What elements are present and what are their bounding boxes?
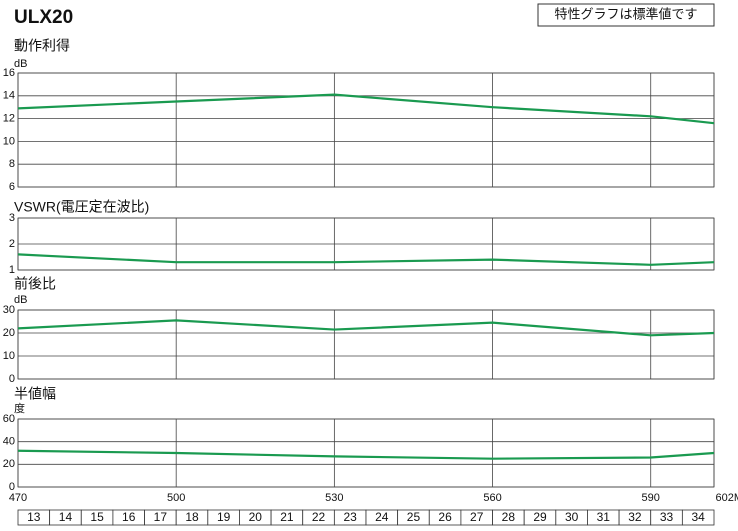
channel-cell: [681, 509, 715, 526]
y-tick-label: 60: [3, 413, 15, 425]
y-tick-label: 6: [9, 181, 15, 193]
y-tick-label: 12: [3, 113, 15, 125]
channel-label: 15: [90, 510, 104, 524]
y-tick-label: 14: [3, 90, 15, 102]
y-tick-label: 16: [3, 67, 15, 79]
channel-label: 16: [122, 510, 136, 524]
note-box: [537, 3, 715, 27]
x-tick-label: 590: [642, 492, 660, 504]
plot-frame: [17, 72, 715, 188]
unit-label: dB: [14, 294, 27, 306]
unit-label: dB: [14, 58, 27, 70]
channel-label: 24: [375, 510, 389, 524]
data-line: [17, 93, 715, 125]
data-line: [17, 449, 715, 460]
chart-title: 動作利得: [14, 38, 70, 54]
data-line: [17, 253, 715, 266]
channel-label: 23: [344, 510, 358, 524]
y-tick-label: 20: [3, 327, 15, 339]
y-tick-label: 30: [3, 304, 15, 316]
channel-label: 22: [312, 510, 326, 524]
x-tick-label: 500: [167, 492, 185, 504]
x-tick-label: 560: [483, 492, 501, 504]
channel-label: 17: [154, 510, 168, 524]
channel-label: 32: [628, 510, 642, 524]
channel-label: 33: [660, 510, 674, 524]
chart-title: VSWR(電圧定在波比): [14, 199, 149, 215]
channel-label: 20: [249, 510, 263, 524]
channel-label: 34: [692, 510, 706, 524]
data-line: [17, 319, 715, 337]
channel-label: 14: [59, 510, 73, 524]
channel-label: 28: [502, 510, 516, 524]
channel-label: 31: [597, 510, 611, 524]
channel-label: 13: [27, 510, 41, 524]
y-tick-label: 10: [3, 350, 15, 362]
page-title: ULX20: [14, 7, 73, 28]
unit-label: 度: [14, 401, 25, 415]
plot-frame: [17, 217, 715, 271]
x-tick-label: 530: [325, 492, 343, 504]
note: 特性グラフは標準値です: [554, 6, 697, 21]
channel-label: 18: [185, 510, 199, 524]
x-tick-label: 602MHz: [716, 492, 738, 504]
y-tick-label: 40: [3, 436, 15, 448]
channel-label: 26: [438, 510, 452, 524]
channel-label: 29: [533, 510, 547, 524]
channel-label: 30: [565, 510, 579, 524]
chart-title: 前後比: [14, 276, 56, 292]
y-tick-label: 10: [3, 135, 15, 147]
channel-label: 19: [217, 510, 231, 524]
channel-label: 27: [470, 510, 484, 524]
y-tick-label: 2: [9, 238, 15, 250]
y-tick-label: 8: [9, 158, 15, 170]
y-tick-label: 20: [3, 458, 15, 470]
y-tick-label: 1: [9, 264, 15, 276]
y-tick-label: 0: [9, 481, 15, 493]
plot-frame: [17, 309, 715, 380]
channel-label: 21: [280, 510, 294, 524]
channel-label: 25: [407, 510, 421, 524]
y-tick-label: 0: [9, 373, 15, 385]
y-tick-label: 3: [9, 212, 15, 224]
x-tick-label: 470: [9, 492, 27, 504]
chart-title: 半値幅: [14, 386, 56, 402]
